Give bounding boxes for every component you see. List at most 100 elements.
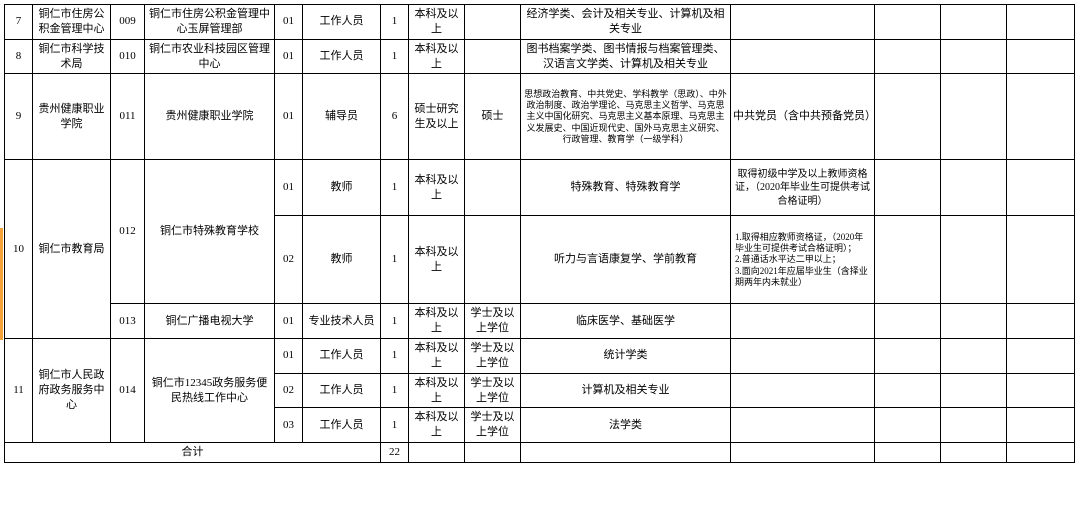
unit-code: 014 [111, 339, 145, 443]
total-count: 22 [381, 443, 409, 463]
blank-col [941, 339, 1007, 374]
degree: 学士及以上学位 [465, 408, 521, 443]
blank-col [875, 408, 941, 443]
degree: 硕士 [465, 74, 521, 160]
post-name: 教师 [303, 216, 381, 304]
blank-col [875, 339, 941, 374]
post-count: 1 [381, 216, 409, 304]
post-code: 03 [275, 408, 303, 443]
post-code: 01 [275, 160, 303, 216]
dept-name: 铜仁市农业科技园区管理中心 [145, 39, 275, 74]
blank-col [941, 74, 1007, 160]
row-index: 7 [5, 5, 33, 40]
table-row: 11 铜仁市人民政府政务服务中心 014 铜仁市12345政务服务便民热线工作中… [5, 339, 1075, 374]
major: 图书档案学类、图书情报与档案管理类、汉语言文学类、计算机及相关专业 [521, 39, 731, 74]
post-name: 专业技术人员 [303, 304, 381, 339]
blank-col [875, 74, 941, 160]
education: 本科及以上 [409, 339, 465, 374]
blank-col [1007, 443, 1075, 463]
blank-col [1007, 339, 1075, 374]
blank-col [875, 216, 941, 304]
blank-col [409, 443, 465, 463]
post-name: 工作人员 [303, 39, 381, 74]
blank-col [875, 373, 941, 408]
blank-col [875, 304, 941, 339]
table-row: 10 铜仁市教育局 012 铜仁市特殊教育学校 01 教师 1 本科及以上 特殊… [5, 160, 1075, 216]
other-req [731, 408, 875, 443]
blank-col [875, 443, 941, 463]
post-code: 02 [275, 373, 303, 408]
blank-col [941, 408, 1007, 443]
other-req [731, 339, 875, 374]
row-index: 10 [5, 160, 33, 339]
blank-col [875, 5, 941, 40]
unit-code: 009 [111, 5, 145, 40]
blank-col [1007, 216, 1075, 304]
education: 本科及以上 [409, 304, 465, 339]
blank-col [1007, 39, 1075, 74]
recruitment-table: 7 铜仁市住房公积金管理中心 009 铜仁市住房公积金管理中心玉屏管理部 01 … [4, 4, 1075, 463]
major: 计算机及相关专业 [521, 373, 731, 408]
unit-name: 铜仁市人民政府政务服务中心 [33, 339, 111, 443]
dept-name: 铜仁市住房公积金管理中心玉屏管理部 [145, 5, 275, 40]
total-row: 合计 22 [5, 443, 1075, 463]
blank-col [1007, 160, 1075, 216]
other-req: 1.取得相应教师资格证，（2020年毕业生可提供考试合格证明）； 2.普通话水平… [731, 216, 875, 304]
post-code: 01 [275, 304, 303, 339]
other-req [731, 39, 875, 74]
post-count: 1 [381, 5, 409, 40]
post-count: 1 [381, 339, 409, 374]
degree: 学士及以上学位 [465, 373, 521, 408]
blank-col [941, 5, 1007, 40]
unit-name: 贵州健康职业学院 [33, 74, 111, 160]
unit-code: 011 [111, 74, 145, 160]
total-label: 合计 [5, 443, 381, 463]
education: 本科及以上 [409, 216, 465, 304]
post-count: 1 [381, 408, 409, 443]
table-row: 013 铜仁广播电视大学 01 专业技术人员 1 本科及以上 学士及以上学位 临… [5, 304, 1075, 339]
post-count: 6 [381, 74, 409, 160]
unit-code: 012 [111, 160, 145, 304]
unit-name: 铜仁市住房公积金管理中心 [33, 5, 111, 40]
unit-code: 010 [111, 39, 145, 74]
major: 经济学类、会计及相关专业、计算机及相关专业 [521, 5, 731, 40]
blank-col [941, 216, 1007, 304]
education: 硕士研究生及以上 [409, 74, 465, 160]
table-row: 7 铜仁市住房公积金管理中心 009 铜仁市住房公积金管理中心玉屏管理部 01 … [5, 5, 1075, 40]
post-name: 工作人员 [303, 5, 381, 40]
post-name: 辅导员 [303, 74, 381, 160]
education: 本科及以上 [409, 160, 465, 216]
degree: 学士及以上学位 [465, 304, 521, 339]
row-index: 8 [5, 39, 33, 74]
blank-col [521, 443, 731, 463]
degree [465, 39, 521, 74]
degree: 学士及以上学位 [465, 339, 521, 374]
other-req [731, 373, 875, 408]
blank-col [941, 304, 1007, 339]
post-code: 02 [275, 216, 303, 304]
side-accent-bar [0, 228, 3, 340]
unit-name: 铜仁市科学技术局 [33, 39, 111, 74]
table-row: 8 铜仁市科学技术局 010 铜仁市农业科技园区管理中心 01 工作人员 1 本… [5, 39, 1075, 74]
post-code: 01 [275, 39, 303, 74]
post-name: 工作人员 [303, 408, 381, 443]
blank-col [941, 39, 1007, 74]
major: 临床医学、基础医学 [521, 304, 731, 339]
unit-code: 013 [111, 304, 145, 339]
blank-col [1007, 373, 1075, 408]
blank-col [1007, 304, 1075, 339]
post-code: 01 [275, 339, 303, 374]
dept-name: 铜仁市特殊教育学校 [145, 160, 275, 304]
dept-name: 铜仁广播电视大学 [145, 304, 275, 339]
education: 本科及以上 [409, 408, 465, 443]
post-count: 1 [381, 373, 409, 408]
blank-col [1007, 408, 1075, 443]
post-name: 教师 [303, 160, 381, 216]
education: 本科及以上 [409, 5, 465, 40]
blank-col [731, 443, 875, 463]
blank-col [875, 160, 941, 216]
major: 统计学类 [521, 339, 731, 374]
post-name: 工作人员 [303, 373, 381, 408]
degree [465, 216, 521, 304]
post-code: 01 [275, 5, 303, 40]
